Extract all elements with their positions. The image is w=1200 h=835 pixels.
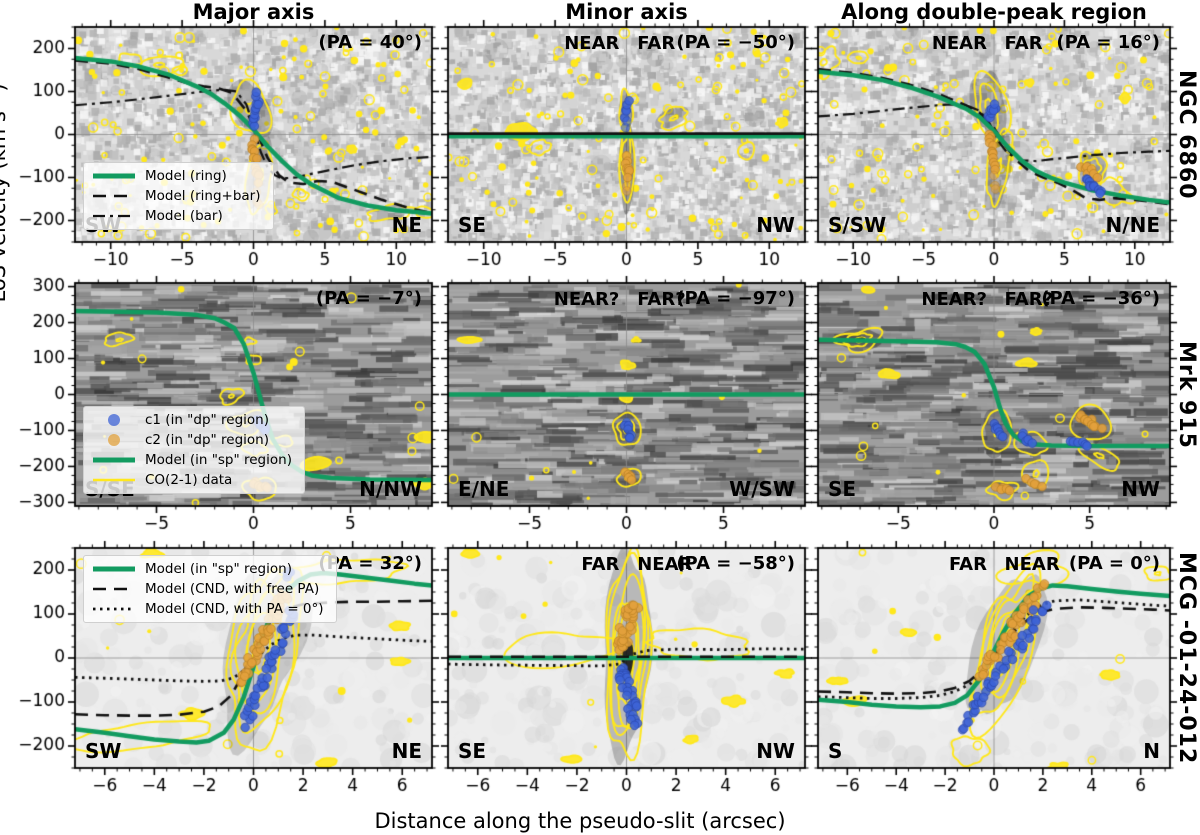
column-title-major-axis: Major axis [192,0,315,24]
row-label-mcg: MCG -01-24-012 [1174,551,1199,765]
column-title-minor-axis: Minor axis [565,0,688,24]
row-label-mrk915: Mrk 915 [1174,340,1199,449]
x-axis-label: Distance along the pseudo-slit (arcsec) [374,809,786,833]
row-label-ngc6860: NGC 6860 [1174,69,1199,200]
y-axis-label: LoS velocity (km s⁻¹) [0,83,10,303]
column-title-double-peak: Along double-peak region [841,0,1147,24]
